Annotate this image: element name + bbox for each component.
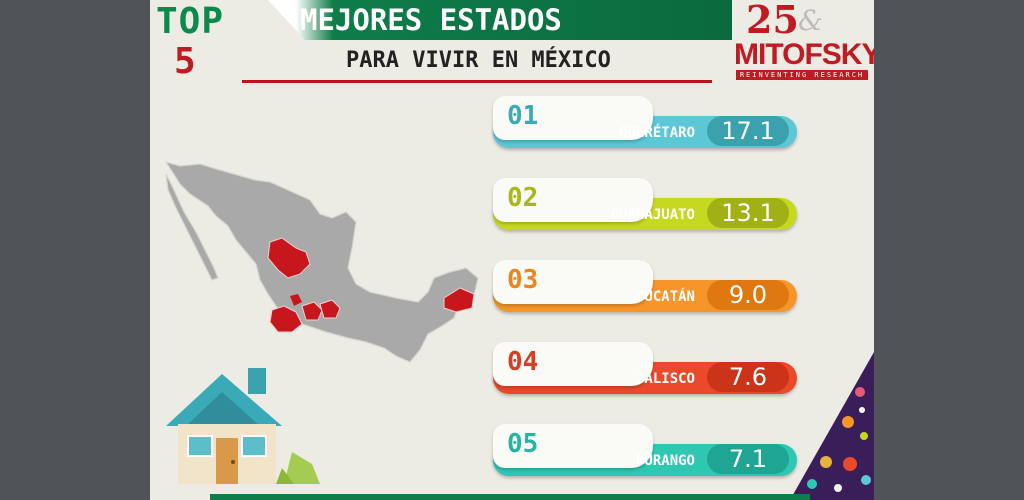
title-underline — [242, 80, 712, 83]
logo-ornament-icon: & — [798, 4, 823, 37]
rank-badge — [493, 424, 653, 468]
rank-row-3: 03 YUCATÁN 9.0 — [493, 260, 797, 312]
top-number: 5 — [174, 41, 196, 82]
rank-number: 03 — [507, 265, 539, 295]
rank-number: 04 — [507, 347, 539, 377]
rank-state-name: DURANGO — [635, 453, 695, 469]
rank-row-1: 01 QUERÉTARO 17.1 — [493, 96, 797, 148]
rank-row-2: 02 GUANAJUATO 13.1 — [493, 178, 797, 230]
infographic-card: TOP 5 MEJORES ESTADOS PARA VIVIR EN MÉXI… — [150, 0, 874, 500]
rank-state-name: JALISCO — [635, 371, 695, 387]
rank-state-name: GUANAJUATO — [610, 207, 695, 223]
bottom-strip — [210, 494, 810, 500]
top-label: TOP — [156, 1, 225, 42]
rank-value: 13.1 — [707, 198, 789, 228]
rank-badge — [493, 178, 653, 222]
title-line2: PARA VIVIR EN MÉXICO — [346, 48, 611, 73]
map-icon — [164, 160, 479, 363]
logo-tagline: REINVENTING RESEARCH — [736, 70, 868, 80]
rank-number: 01 — [507, 101, 539, 131]
rank-row-4: 04 JALISCO 7.6 — [493, 342, 797, 394]
header-band — [268, 0, 732, 40]
rank-state-name: YUCATÁN — [635, 289, 695, 305]
rank-value: 9.0 — [707, 280, 789, 310]
decor-icon — [790, 352, 874, 500]
rank-state-name: QUERÉTARO — [619, 125, 695, 141]
rank-row-5: 05 DURANGO 7.1 — [493, 424, 797, 476]
rank-badge — [493, 342, 653, 386]
rank-badge — [493, 96, 653, 140]
logo-name: MITOFSKY — [734, 38, 874, 71]
house-icon — [166, 368, 320, 484]
rank-number: 02 — [507, 183, 539, 213]
rank-value: 17.1 — [707, 116, 789, 146]
title-line1: MEJORES ESTADOS — [300, 3, 562, 37]
rank-badge — [493, 260, 653, 304]
logo-anniversary: 25 — [746, 0, 799, 42]
rank-number: 05 — [507, 429, 539, 459]
rank-value: 7.6 — [707, 362, 789, 392]
rank-value: 7.1 — [707, 444, 789, 474]
